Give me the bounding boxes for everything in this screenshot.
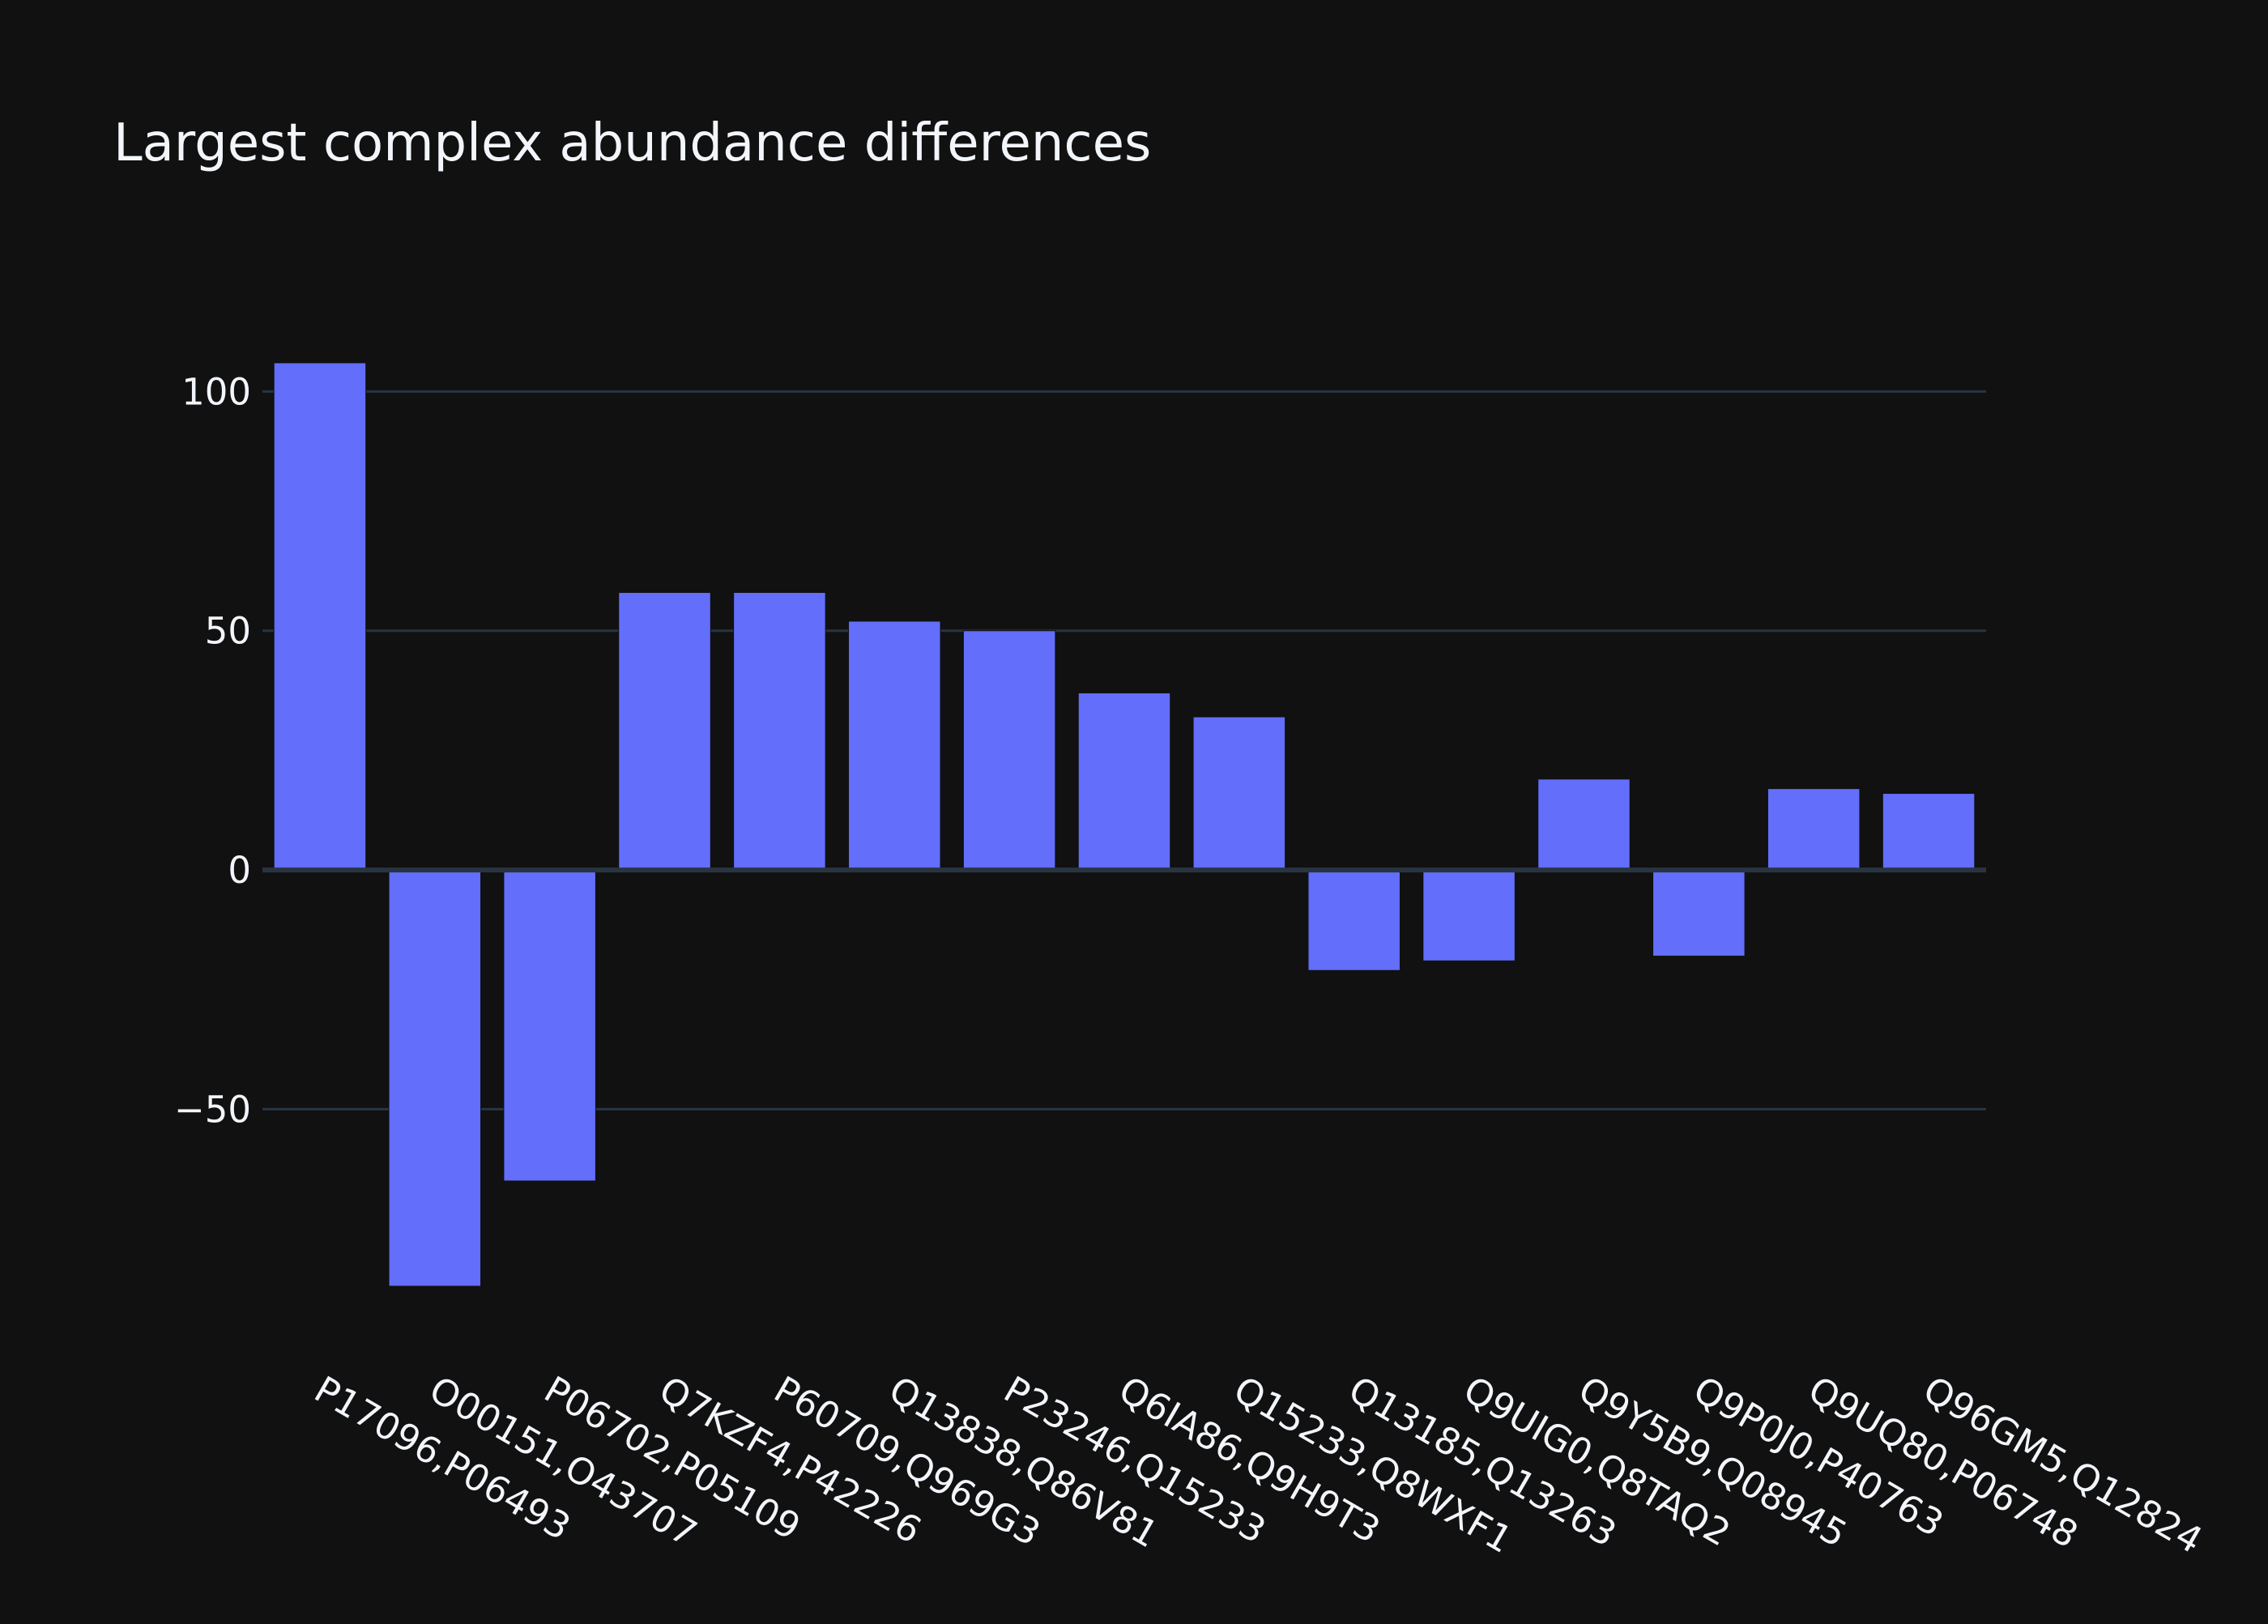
bar[interactable] — [1422, 869, 1516, 961]
bar[interactable] — [1537, 778, 1631, 871]
y-axis-ticks: −50 0 50 100 — [174, 370, 251, 1131]
bar[interactable] — [618, 591, 711, 871]
bar[interactable] — [388, 869, 482, 1287]
bar[interactable] — [848, 620, 941, 871]
bar[interactable] — [1077, 693, 1171, 871]
y-tick-label: 50 — [205, 610, 251, 653]
bar[interactable] — [1192, 716, 1286, 871]
bar[interactable] — [733, 591, 826, 871]
y-tick-label: 100 — [181, 370, 251, 413]
y-tick-label: 0 — [228, 849, 251, 892]
bar[interactable] — [503, 869, 596, 1182]
bar[interactable] — [962, 630, 1056, 871]
y-tick-label: −50 — [174, 1088, 251, 1131]
x-axis-ticks: P17096,P06493O00151,O43707P06702,P05109Q… — [307, 1368, 2210, 1562]
bars — [273, 362, 1976, 1287]
bar[interactable] — [273, 362, 367, 871]
bar[interactable] — [1882, 793, 1976, 871]
chart-title: Largest complex abundance differences — [113, 113, 1151, 173]
bar[interactable] — [1307, 869, 1400, 971]
bar[interactable] — [1767, 788, 1861, 871]
bar[interactable] — [1652, 869, 1746, 957]
